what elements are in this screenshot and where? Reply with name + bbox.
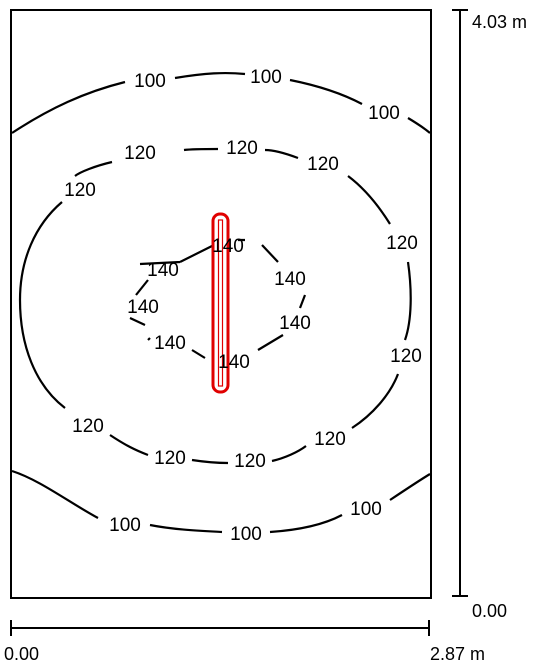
width-label: 2.87 m (430, 644, 485, 664)
label-120: 120 (390, 346, 422, 367)
label-120: 120 (307, 154, 339, 175)
luminaire-outline (211, 212, 230, 394)
label-140: 140 (147, 260, 179, 281)
label-100: 100 (350, 499, 382, 520)
horizontal-dimension: 0.00 2.87 m (4, 620, 485, 664)
label-120: 120 (386, 233, 418, 254)
label-140: 140 (154, 333, 186, 354)
label-140: 140 (212, 236, 244, 257)
label-100: 100 (250, 67, 282, 88)
label-120: 120 (124, 143, 156, 164)
origin-x-label: 0.00 (4, 644, 39, 664)
vertical-dimension: 4.03 m 0.00 (452, 9, 527, 621)
contour-labels: 100 100 100 100 100 100 120 120 120 120 … (64, 67, 422, 545)
label-120: 120 (314, 429, 346, 450)
contour-100-top (11, 71, 431, 134)
label-140: 140 (127, 297, 159, 318)
label-120: 120 (234, 451, 266, 472)
contour-100-bottom (11, 469, 431, 534)
label-100: 100 (109, 515, 141, 536)
contour-120 (18, 147, 412, 465)
origin-y-label: 0.00 (472, 601, 507, 621)
label-140: 140 (274, 269, 306, 290)
label-140: 140 (218, 352, 250, 373)
luminaire-lamp (217, 219, 224, 387)
label-140: 140 (279, 313, 311, 334)
label-120: 120 (226, 138, 258, 159)
label-120: 120 (72, 416, 104, 437)
label-100: 100 (368, 103, 400, 124)
label-120: 120 (154, 448, 186, 469)
length-label: 4.03 m (472, 12, 527, 32)
room-outline (10, 9, 432, 599)
label-100: 100 (134, 71, 166, 92)
label-100: 100 (230, 524, 262, 545)
label-120: 120 (64, 180, 96, 201)
contour-140 (129, 238, 307, 359)
